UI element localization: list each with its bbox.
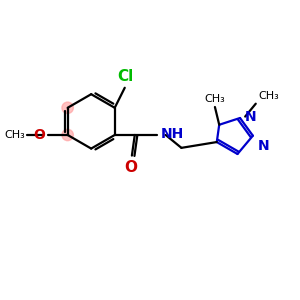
- Circle shape: [62, 129, 74, 141]
- Circle shape: [62, 102, 74, 113]
- Text: N: N: [244, 110, 256, 124]
- Text: CH₃: CH₃: [205, 94, 225, 104]
- Text: Cl: Cl: [117, 69, 134, 84]
- Text: CH₃: CH₃: [5, 130, 26, 140]
- Text: CH₃: CH₃: [258, 92, 279, 101]
- Text: O: O: [124, 160, 137, 175]
- Text: NH: NH: [160, 128, 184, 141]
- Text: N: N: [258, 139, 270, 153]
- Text: O: O: [34, 128, 46, 142]
